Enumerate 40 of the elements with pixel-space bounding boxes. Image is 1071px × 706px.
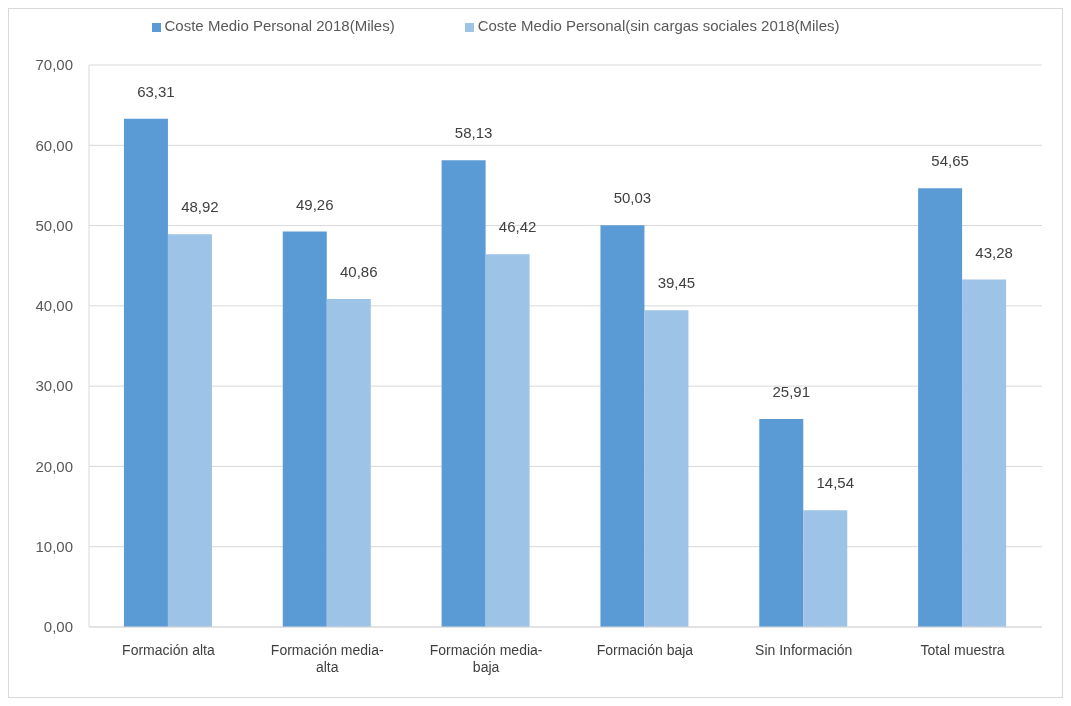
x-tick-label: Formación media-alta xyxy=(270,642,384,675)
bar xyxy=(600,225,645,627)
data-label: 40,86 xyxy=(340,262,378,280)
y-tick-label: 70,00 xyxy=(35,56,73,74)
bar xyxy=(123,118,168,627)
y-tick-label: 30,00 xyxy=(35,377,73,395)
data-label: 25,91 xyxy=(772,382,811,400)
bar xyxy=(759,418,804,627)
x-tick-label: Formación media-baja xyxy=(429,642,543,675)
y-tick-label: 60,00 xyxy=(35,136,73,154)
bar xyxy=(326,298,371,627)
data-label: 48,92 xyxy=(181,198,219,216)
data-label: 63,31 xyxy=(137,82,175,100)
bar xyxy=(441,160,486,627)
data-label: 46,42 xyxy=(498,218,537,236)
data-label: 50,03 xyxy=(613,189,652,207)
x-tick-label: Formación alta xyxy=(122,642,215,658)
y-tick-label: 40,00 xyxy=(35,297,73,315)
data-label: 14,54 xyxy=(816,474,855,492)
data-label: 54,65 xyxy=(931,152,969,170)
bar xyxy=(282,231,327,627)
y-tick-label: 0,00 xyxy=(43,618,73,636)
bar xyxy=(918,188,963,627)
bar xyxy=(644,310,689,627)
y-tick-label: 50,00 xyxy=(35,216,73,234)
y-tick-label: 20,00 xyxy=(35,457,73,475)
bar xyxy=(485,254,530,627)
data-label: 58,13 xyxy=(454,124,493,142)
data-label: 43,28 xyxy=(975,243,1013,261)
bar xyxy=(962,279,1007,627)
x-tick-label: Formación baja xyxy=(596,642,694,658)
y-tick-label: 10,00 xyxy=(35,538,73,556)
data-label: 39,45 xyxy=(657,274,696,292)
x-tick-label: Sin Información xyxy=(755,642,853,658)
data-label: 49,26 xyxy=(296,195,334,213)
legend-label: Coste Medio Personal 2018(Miles) xyxy=(164,17,395,34)
x-tick-label: Total muestra xyxy=(920,642,1005,658)
bar xyxy=(803,510,848,627)
legend-label: Coste Medio Personal(sin cargas sociales 2018(Miles) xyxy=(477,17,840,34)
bar xyxy=(167,234,212,627)
